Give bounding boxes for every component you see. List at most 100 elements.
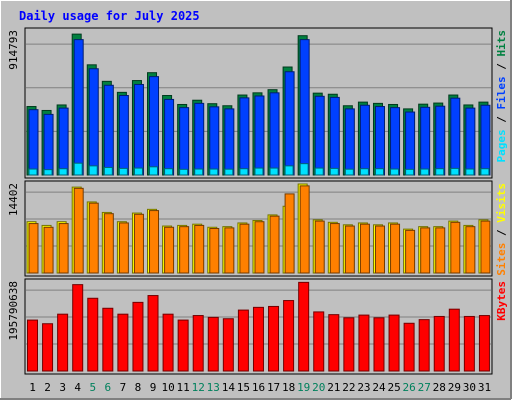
bar-kbytes-day-12 (192, 315, 204, 372)
bar-pages-day-1 (28, 168, 38, 176)
bar-kbytes-day-20 (313, 311, 325, 372)
day-label-20: 20 (312, 381, 325, 394)
bar-pages-day-29 (450, 167, 460, 176)
bar-kbytes-day-16 (252, 306, 264, 372)
day-label-15: 15 (237, 381, 250, 394)
bar-pages-day-14 (224, 168, 234, 176)
bar-sites-day-17 (269, 215, 280, 274)
bar-files-day-5 (88, 68, 99, 176)
bar-sites-day-15 (239, 223, 250, 274)
legend-entry: Files (495, 76, 508, 109)
legend-entry: KBytes (495, 281, 508, 321)
bar-kbytes-day-17 (268, 305, 280, 372)
bar-kbytes-day-3 (57, 313, 69, 372)
day-label-29: 29 (448, 381, 461, 394)
day-label-21: 21 (327, 381, 340, 394)
day-label-13: 13 (207, 381, 220, 394)
bar-sites-day-5 (88, 202, 99, 274)
series-sites (28, 185, 491, 274)
bar-pages-day-12 (194, 168, 204, 176)
day-label-26: 26 (403, 381, 416, 394)
bar-files-day-20 (314, 95, 325, 176)
legend-entry: / (495, 223, 508, 243)
bar-files-day-2 (43, 113, 54, 176)
bar-pages-day-8 (133, 167, 143, 176)
bar-kbytes-day-6 (102, 307, 114, 372)
panel-kbytes: 195790638 KBytes (7, 278, 508, 375)
bar-pages-day-3 (58, 168, 68, 176)
bar-kbytes-day-2 (42, 323, 54, 372)
bar-sites-day-31 (480, 220, 491, 274)
day-label-12: 12 (192, 381, 205, 394)
bar-sites-day-24 (374, 225, 385, 274)
bar-sites-day-10 (164, 226, 175, 274)
bar-kbytes-day-1 (27, 319, 38, 372)
bar-files-day-11 (179, 107, 190, 176)
bar-files-day-23 (359, 104, 370, 176)
day-label-28: 28 (433, 381, 446, 394)
bar-sites-day-23 (359, 223, 370, 274)
bar-files-day-3 (58, 107, 69, 176)
chart-title: Daily usage for July 2025 (19, 9, 200, 23)
bar-files-day-29 (450, 97, 461, 176)
day-label-5: 5 (89, 381, 96, 394)
bar-kbytes-day-15 (237, 309, 249, 372)
bar-pages-day-16 (254, 167, 264, 176)
bar-files-day-13 (209, 106, 220, 176)
bar-sites-day-18 (284, 193, 295, 274)
bar-sites-day-26 (405, 229, 416, 274)
series-kbytes (27, 281, 490, 372)
bar-pages-day-20 (314, 167, 324, 176)
bar-sites-day-1 (28, 223, 39, 274)
bar-pages-day-5 (88, 165, 98, 176)
bar-files-day-28 (435, 105, 446, 176)
bar-files-day-22 (344, 108, 355, 176)
day-label-10: 10 (161, 381, 174, 394)
bar-files-day-24 (374, 106, 385, 176)
bar-kbytes-day-30 (463, 315, 475, 372)
bar-files-day-26 (405, 111, 416, 176)
bar-files-day-21 (329, 96, 340, 176)
day-label-30: 30 (463, 381, 476, 394)
bar-kbytes-day-31 (478, 315, 490, 372)
bar-pages-day-25 (390, 168, 400, 176)
bar-pages-day-26 (405, 168, 415, 176)
bar-files-day-9 (149, 76, 160, 176)
bar-sites-day-20 (314, 220, 325, 274)
bar-kbytes-day-14 (222, 318, 234, 372)
bar-pages-day-11 (179, 168, 189, 176)
panel-frame (24, 180, 493, 277)
bar-files-day-19 (299, 39, 310, 176)
panel-legend: Pages / Files / Hits (495, 30, 508, 163)
bar-files-day-6 (103, 84, 114, 176)
bar-pages-day-31 (480, 168, 490, 176)
bar-pages-day-30 (465, 168, 475, 176)
x-axis-day-labels: 1 2 3 4 5 6 7 8 9 10 11 12 13 14 15 16 17 18 19 20 21 22 23 24 2… (29, 381, 491, 394)
bar-kbytes-day-11 (177, 319, 189, 372)
bar-sites-day-19 (299, 185, 310, 274)
bar-sites-day-9 (149, 210, 160, 274)
bar-pages-day-10 (164, 168, 174, 176)
panel-visits-sites: 14402 Sites / Visits (7, 180, 508, 277)
bar-sites-day-3 (58, 223, 69, 274)
bar-sites-day-4 (73, 187, 84, 274)
bar-sites-day-11 (179, 226, 190, 274)
panel-hits-files-pages: 914793 Pages / Files / Hits (7, 27, 508, 179)
bar-sites-day-16 (254, 221, 265, 274)
bar-sites-day-21 (329, 223, 340, 274)
day-label-3: 3 (59, 381, 66, 394)
bar-files-day-30 (465, 107, 476, 176)
panel-frame (24, 278, 493, 375)
legend-entry: Sites (495, 243, 508, 276)
bar-pages-day-18 (284, 165, 294, 176)
y-axis-max-label: 195790638 (7, 281, 20, 341)
bar-sites-day-13 (209, 228, 220, 274)
bar-files-day-25 (390, 107, 401, 176)
y-axis-max-label: 914793 (7, 30, 20, 70)
bar-pages-day-4 (73, 162, 83, 176)
bar-pages-day-17 (269, 167, 279, 176)
bar-files-day-31 (480, 104, 491, 176)
day-label-14: 14 (222, 381, 236, 394)
bar-kbytes-day-28 (433, 315, 445, 372)
bar-sites-day-14 (224, 227, 235, 274)
